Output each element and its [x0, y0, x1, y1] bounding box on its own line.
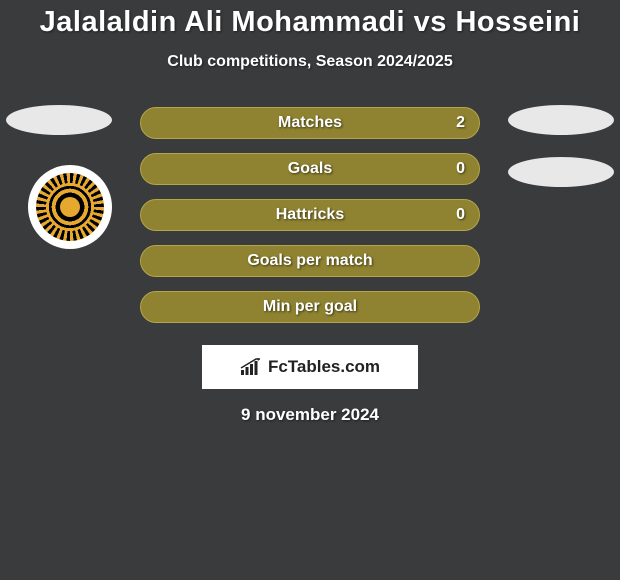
player-right-placeholder-1 — [508, 105, 614, 135]
stat-row-matches: Matches 2 — [140, 107, 480, 139]
stat-rows: Matches 2 Goals 0 Hattricks 0 Goals per … — [140, 107, 480, 323]
date-label: 9 november 2024 — [0, 405, 620, 425]
club-badge — [28, 165, 112, 249]
site-attribution: FcTables.com — [202, 345, 418, 389]
club-badge-icon — [36, 173, 104, 241]
stat-right: 2 — [456, 114, 465, 132]
stat-label: Matches — [278, 114, 342, 132]
stats-area: Matches 2 Goals 0 Hattricks 0 Goals per … — [0, 107, 620, 425]
stat-row-goals-per-match: Goals per match — [140, 245, 480, 277]
stat-right: 0 — [456, 160, 465, 178]
stat-label: Goals — [288, 160, 332, 178]
chart-icon — [240, 358, 262, 376]
stat-label: Hattricks — [276, 206, 344, 224]
stat-row-goals: Goals 0 — [140, 153, 480, 185]
player-left-placeholder — [6, 105, 112, 135]
page-title: Jalalaldin Ali Mohammadi vs Hosseini — [0, 6, 620, 39]
player-right-placeholder-2 — [508, 157, 614, 187]
stat-label: Min per goal — [263, 298, 357, 316]
site-label: FcTables.com — [268, 357, 380, 377]
stat-row-min-per-goal: Min per goal — [140, 291, 480, 323]
page-subtitle: Club competitions, Season 2024/2025 — [0, 53, 620, 71]
stat-row-hattricks: Hattricks 0 — [140, 199, 480, 231]
stat-label: Goals per match — [247, 252, 372, 270]
stat-right: 0 — [456, 206, 465, 224]
